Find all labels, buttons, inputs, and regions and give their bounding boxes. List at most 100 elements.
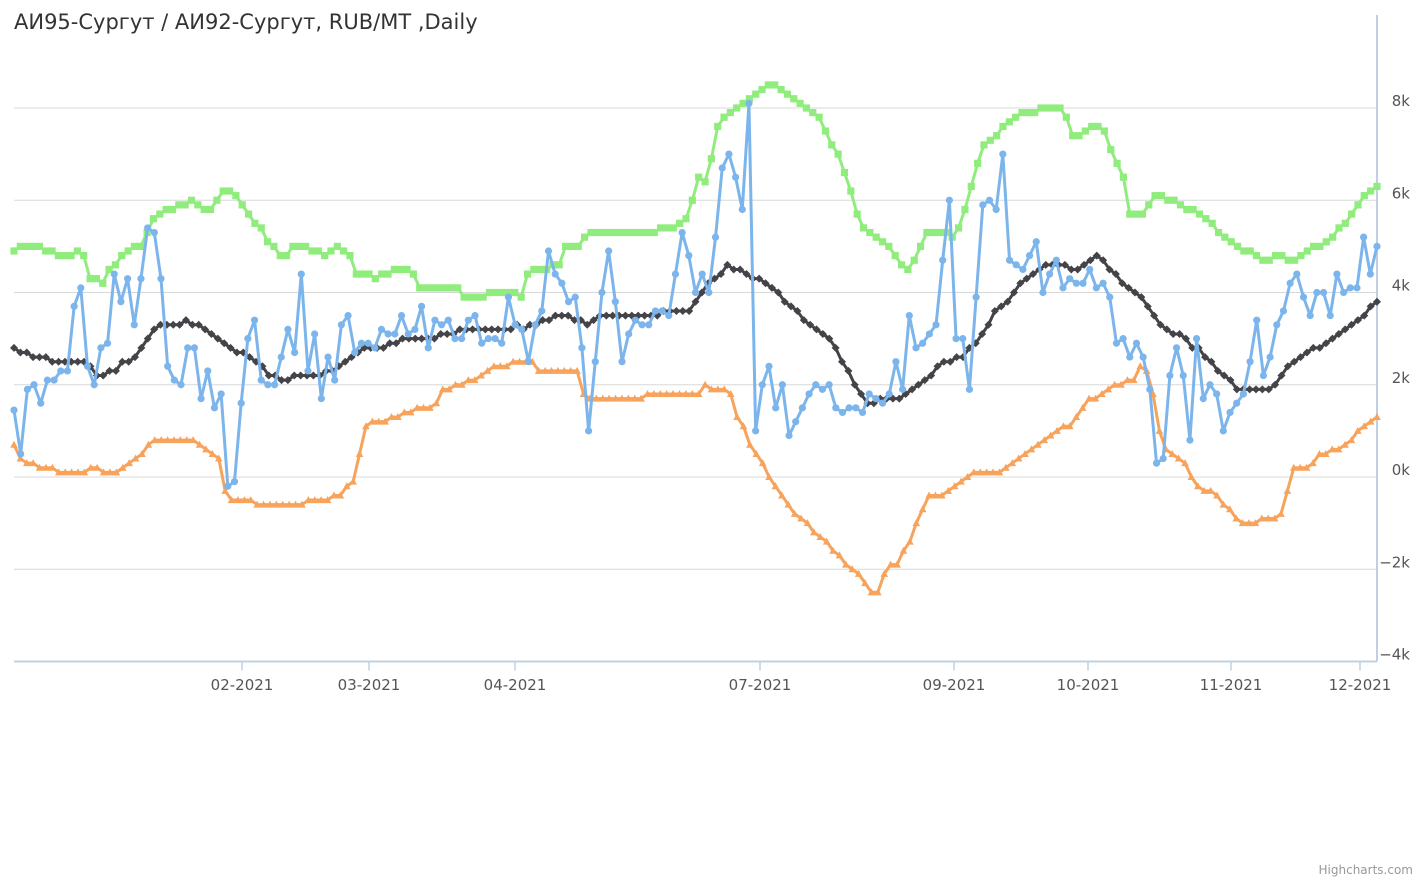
data-point[interactable]	[1373, 297, 1381, 306]
data-point[interactable]	[736, 265, 745, 274]
data-point[interactable]	[929, 228, 937, 237]
data-point[interactable]	[1005, 118, 1013, 126]
data-point[interactable]	[29, 459, 37, 467]
data-point[interactable]	[1315, 343, 1324, 352]
data-point[interactable]	[865, 390, 873, 398]
data-point[interactable]	[982, 468, 991, 476]
data-point[interactable]	[1014, 454, 1023, 462]
data-point[interactable]	[625, 228, 633, 237]
data-point[interactable]	[391, 330, 399, 338]
data-point[interactable]	[1328, 445, 1337, 453]
data-point[interactable]	[43, 376, 52, 384]
data-point[interactable]	[784, 500, 793, 508]
data-point[interactable]	[957, 477, 965, 485]
data-point[interactable]	[377, 325, 386, 333]
data-point[interactable]	[1299, 293, 1308, 301]
data-point[interactable]	[678, 306, 687, 315]
data-point[interactable]	[86, 275, 94, 283]
data-point[interactable]	[479, 293, 487, 301]
data-point[interactable]	[1306, 311, 1314, 320]
data-point[interactable]	[1085, 394, 1093, 402]
data-point[interactable]	[658, 307, 666, 315]
data-point[interactable]	[406, 408, 415, 416]
data-point[interactable]	[443, 330, 452, 339]
data-point[interactable]	[1227, 238, 1235, 246]
data-point[interactable]	[602, 311, 611, 320]
data-point[interactable]	[1176, 201, 1185, 209]
data-point[interactable]	[835, 551, 844, 559]
data-point[interactable]	[432, 399, 441, 407]
data-point[interactable]	[390, 265, 398, 274]
data-point[interactable]	[342, 482, 351, 490]
data-point[interactable]	[1226, 408, 1234, 417]
data-point[interactable]	[195, 440, 204, 448]
data-point[interactable]	[48, 463, 57, 471]
data-point[interactable]	[976, 468, 985, 476]
data-point[interactable]	[1239, 390, 1247, 398]
data-point[interactable]	[822, 537, 831, 545]
data-point[interactable]	[584, 427, 593, 435]
data-point[interactable]	[346, 252, 354, 260]
data-point[interactable]	[707, 385, 716, 393]
data-point[interactable]	[650, 228, 658, 237]
data-point[interactable]	[1126, 353, 1134, 361]
data-point[interactable]	[761, 279, 770, 288]
data-point[interactable]	[1221, 233, 1229, 241]
data-point[interactable]	[691, 297, 700, 306]
data-point[interactable]	[832, 404, 840, 412]
data-point[interactable]	[1123, 376, 1132, 384]
data-point[interactable]	[989, 468, 997, 476]
data-point[interactable]	[327, 247, 335, 255]
data-point[interactable]	[1181, 459, 1189, 467]
data-point[interactable]	[30, 381, 38, 389]
data-point[interactable]	[125, 459, 133, 467]
data-point[interactable]	[840, 168, 849, 177]
data-point[interactable]	[878, 399, 887, 407]
data-point[interactable]	[253, 500, 261, 508]
data-point[interactable]	[893, 560, 901, 568]
data-point[interactable]	[547, 366, 556, 374]
data-point[interactable]	[1319, 288, 1328, 297]
data-point[interactable]	[746, 440, 754, 448]
data-point[interactable]	[729, 265, 738, 274]
data-point[interactable]	[314, 247, 322, 255]
data-point[interactable]	[1354, 426, 1362, 434]
data-point[interactable]	[451, 335, 459, 343]
data-point[interactable]	[1124, 283, 1133, 292]
data-point[interactable]	[1113, 159, 1121, 167]
data-point[interactable]	[710, 274, 719, 283]
data-point[interactable]	[204, 367, 212, 375]
data-point[interactable]	[688, 196, 696, 204]
data-point[interactable]	[181, 316, 190, 325]
data-point[interactable]	[536, 265, 544, 274]
data-point[interactable]	[638, 228, 646, 237]
data-point[interactable]	[785, 431, 793, 440]
data-point[interactable]	[411, 325, 419, 333]
data-point[interactable]	[302, 242, 310, 250]
data-point[interactable]	[580, 233, 589, 241]
data-point[interactable]	[277, 376, 286, 385]
data-point[interactable]	[733, 104, 741, 112]
data-point[interactable]	[118, 357, 127, 366]
data-point[interactable]	[295, 242, 303, 250]
data-point[interactable]	[792, 418, 800, 426]
data-point[interactable]	[169, 320, 178, 329]
data-point[interactable]	[999, 150, 1007, 158]
data-point[interactable]	[272, 500, 281, 508]
data-point[interactable]	[1315, 449, 1324, 457]
data-point[interactable]	[1174, 454, 1183, 462]
data-point[interactable]	[1016, 279, 1025, 288]
data-point[interactable]	[234, 496, 242, 504]
data-point[interactable]	[419, 403, 428, 411]
data-point[interactable]	[560, 366, 569, 374]
data-point[interactable]	[1003, 297, 1012, 306]
data-point[interactable]	[246, 496, 255, 504]
data-point[interactable]	[1322, 449, 1330, 457]
data-point[interactable]	[1018, 109, 1026, 117]
data-point[interactable]	[502, 362, 511, 370]
data-point[interactable]	[466, 293, 475, 301]
data-point[interactable]	[523, 270, 532, 278]
data-point[interactable]	[511, 321, 519, 329]
data-point[interactable]	[1143, 302, 1152, 311]
data-point[interactable]	[37, 399, 45, 407]
